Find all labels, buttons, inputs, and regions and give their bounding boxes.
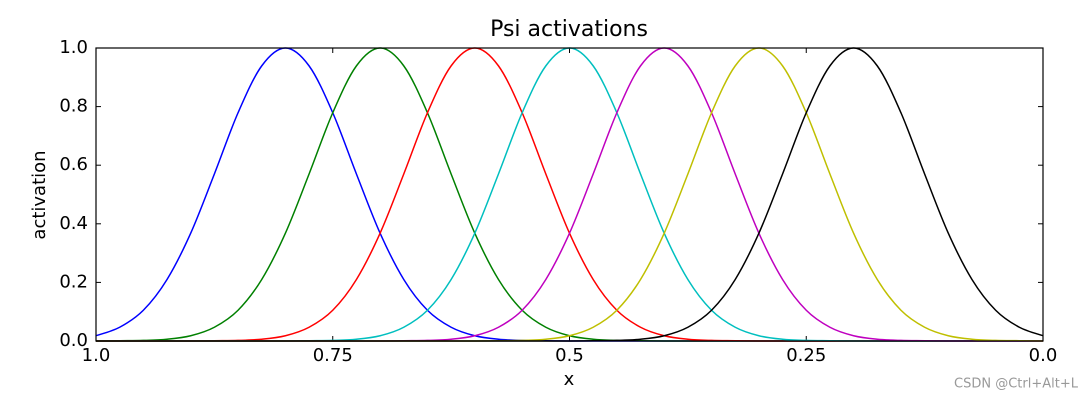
series-line — [95, 47, 1043, 342]
series-line — [95, 47, 1043, 342]
y-tick-label: 1.0 — [59, 37, 88, 58]
x-tick-label: 1.0 — [82, 345, 111, 366]
series-line — [95, 47, 1043, 342]
x-axis-label: x — [564, 369, 575, 390]
series-line — [95, 47, 1043, 342]
y-tick-label: 0.4 — [59, 213, 88, 234]
series-line — [95, 47, 1044, 342]
y-tick-label: 0.8 — [59, 96, 88, 117]
x-tick-label: 0.0 — [1029, 345, 1058, 366]
x-tick-label: 0.5 — [555, 345, 584, 366]
chart-title: Psi activations — [490, 17, 648, 42]
x-tick-label: 0.75 — [313, 345, 353, 366]
y-axis-label: activation — [29, 150, 50, 239]
series-line — [95, 47, 1043, 342]
watermark: CSDN @Ctrl+Alt+L — [954, 377, 1079, 392]
plot-frame — [95, 47, 1044, 342]
y-tick-label: 0.6 — [59, 154, 88, 175]
y-tick-label: 0.0 — [59, 330, 88, 351]
y-tick-label: 0.2 — [59, 271, 88, 292]
x-tick-label: 0.25 — [786, 345, 826, 366]
series-line — [95, 47, 1044, 342]
